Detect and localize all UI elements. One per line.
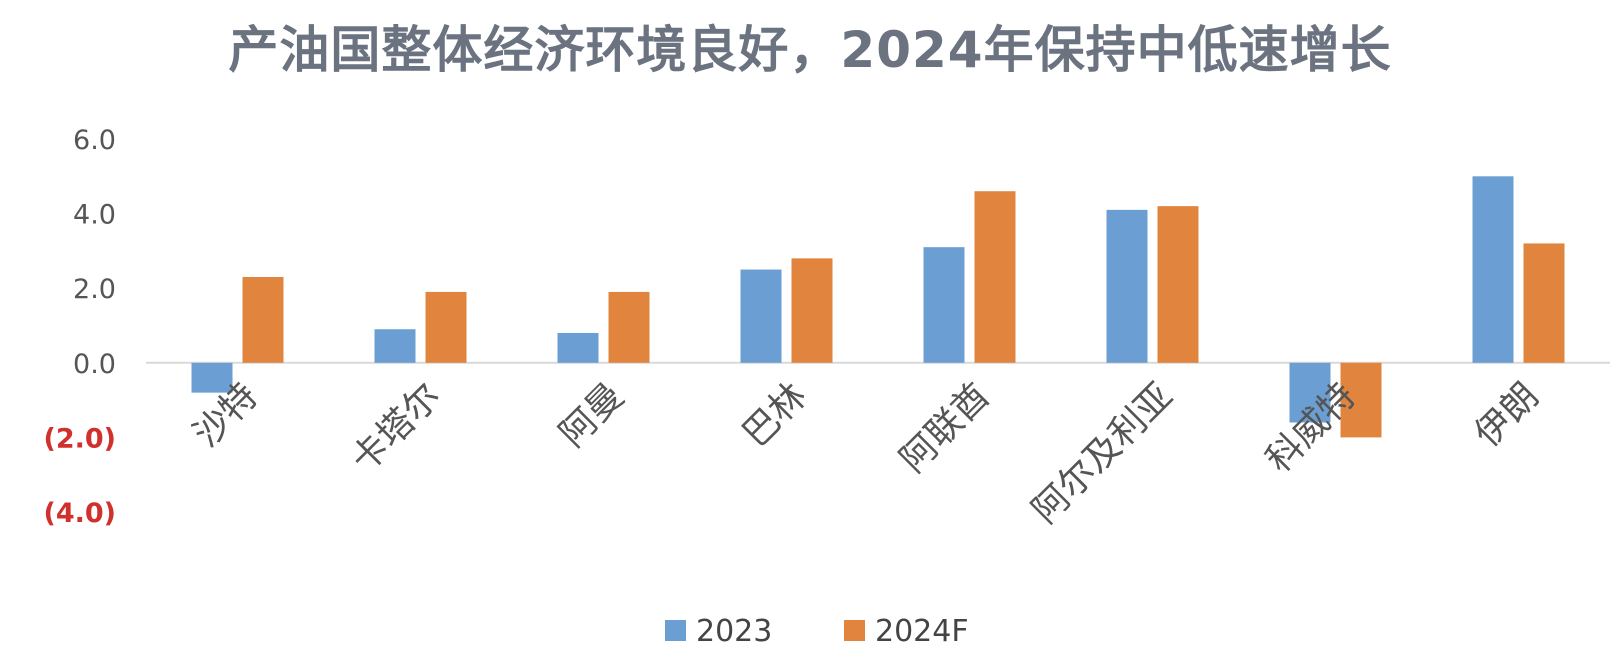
legend-swatch (665, 620, 686, 641)
bar-2023-7 (1472, 176, 1514, 363)
bar-2023-6 (1289, 362, 1331, 423)
bar-2023-4 (923, 247, 965, 363)
bar-2024F-6 (1340, 362, 1382, 438)
bar-2023-5 (1106, 209, 1148, 363)
x-tick-label: 卡塔尔 (343, 375, 448, 480)
y-axis: 6.0 4.0 2.0 0.0 (2.0) (4.0) (43, 125, 116, 529)
x-tick-label: 阿曼 (552, 375, 632, 455)
legend: 2023 2024F (665, 614, 969, 649)
y-tick-label: 4.0 (73, 200, 116, 231)
x-tick-label: 巴林 (735, 375, 815, 455)
x-axis: 沙特 卡塔尔 阿曼 巴林 阿联酋 阿尔及利亚 科威特 伊朗 (186, 375, 1547, 531)
legend-label: 2023 (696, 614, 772, 649)
x-tick-label: 伊朗 (1467, 375, 1547, 455)
bar-2024F-1 (425, 291, 467, 363)
y-tick-label: 2.0 (73, 274, 116, 305)
bar-2024F-4 (974, 191, 1016, 363)
bars-group (191, 176, 1565, 438)
x-tick-label: 阿联酋 (892, 375, 997, 480)
legend-swatch (844, 620, 865, 641)
x-tick-label: 阿尔及利亚 (1025, 375, 1181, 531)
chart-title: 产油国整体经济环境良好，2024年保持中低速增长 (228, 21, 1392, 79)
bar-2023-2 (557, 332, 599, 363)
y-tick-label: (2.0) (43, 423, 116, 454)
legend-label: 2024F (875, 614, 969, 649)
y-tick-label: (4.0) (43, 498, 116, 529)
bar-2024F-7 (1523, 243, 1565, 363)
y-tick-label: 0.0 (73, 349, 116, 380)
bar-2024F-3 (791, 258, 833, 363)
bar-2023-1 (374, 329, 416, 363)
bar-2024F-2 (608, 291, 650, 363)
bar-2023-0 (191, 362, 233, 393)
bar-2024F-0 (242, 277, 284, 363)
bar-2023-3 (740, 269, 782, 363)
bar-2024F-5 (1157, 206, 1199, 363)
y-tick-label: 6.0 (73, 125, 116, 156)
